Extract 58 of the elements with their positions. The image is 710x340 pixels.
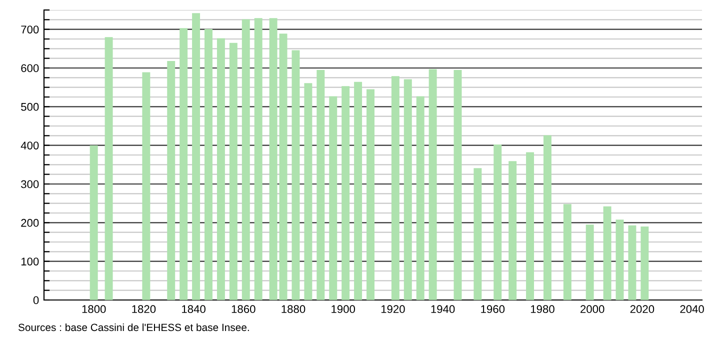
bar: [628, 225, 636, 300]
bar: [167, 61, 176, 300]
bar: [180, 28, 188, 300]
bar: [90, 145, 98, 300]
y-tick-label: 600: [21, 64, 39, 72]
x-tick-label: 1960: [481, 305, 505, 314]
bar: [416, 96, 424, 300]
bar: [279, 34, 288, 300]
x-tick-label: 2020: [630, 305, 654, 314]
bar: [354, 82, 362, 300]
x-tick-label: 1820: [132, 305, 156, 314]
y-tick-label: 500: [21, 102, 39, 111]
bar: [543, 135, 552, 300]
bar: [192, 13, 200, 300]
bar: [366, 89, 374, 300]
bar: [329, 96, 338, 300]
y-tick-label: 200: [21, 218, 39, 227]
x-tick-label: 1940: [431, 305, 455, 314]
x-tick-label: 1920: [381, 305, 405, 314]
source-note: Sources : base Cassini de l'EHESS et base Insee.: [18, 323, 249, 332]
bar: [474, 168, 482, 300]
bar: [616, 220, 624, 300]
x-tick-label: 1800: [82, 305, 106, 314]
bar: [292, 50, 300, 300]
bar: [254, 18, 262, 300]
bar: [454, 70, 462, 300]
bar: [216, 38, 225, 300]
bar: [526, 152, 534, 300]
bar: [342, 86, 350, 300]
bar: [316, 70, 325, 300]
x-tick-label: 1900: [332, 305, 356, 314]
bar: [563, 204, 572, 300]
y-tick-label: 700: [21, 26, 39, 34]
bar: [391, 76, 400, 300]
bar: [494, 144, 502, 300]
y-tick-label: 100: [21, 258, 39, 266]
y-tick-label: 300: [21, 180, 39, 188]
bar: [142, 72, 150, 300]
bar: [586, 224, 594, 300]
bar: [269, 18, 278, 300]
x-tick-label: 2040: [680, 305, 704, 314]
x-tick-label: 2000: [580, 305, 604, 314]
x-tick-label: 1980: [530, 305, 554, 314]
x-tick-label: 1880: [282, 305, 306, 314]
y-tick-label: 0: [33, 296, 39, 304]
bar: [204, 28, 212, 300]
bar: [428, 69, 437, 300]
bar: [242, 19, 250, 300]
bar: [404, 79, 412, 300]
bar: [229, 42, 238, 300]
bar: [603, 206, 612, 300]
bar: [104, 37, 113, 300]
x-tick-label: 1860: [232, 305, 256, 314]
y-tick-label: 400: [20, 142, 39, 150]
bar: [640, 226, 649, 300]
bar: [508, 161, 517, 300]
bar: [304, 83, 312, 300]
x-tick-label: 1840: [182, 305, 206, 314]
